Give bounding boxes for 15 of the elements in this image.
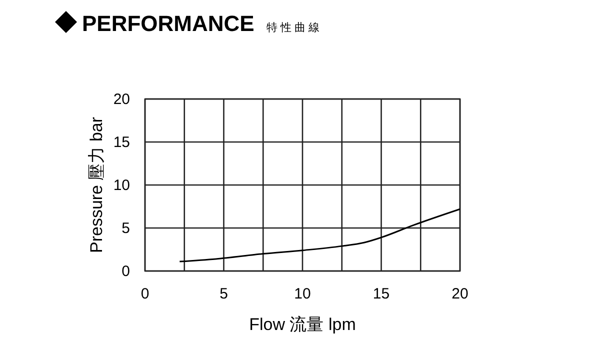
x-tick-label: 5 (220, 286, 228, 303)
x-axis-title: Flow 流量 lpm (249, 315, 356, 334)
y-tick-label: 5 (122, 220, 130, 237)
y-tick-label: 0 (122, 262, 130, 280)
chart-title: PERFORMANCE (82, 11, 254, 36)
chart-subtitle: 特性曲線 (266, 21, 322, 34)
y-tick-label: 10 (113, 176, 130, 194)
y-tick-label: 20 (113, 90, 130, 108)
x-tick-label: 15 (372, 286, 390, 303)
x-tick-label: 10 (294, 286, 311, 303)
x-tick-label: 0 (140, 286, 150, 303)
y-axis-title: Pressure 壓力 bar (87, 116, 106, 254)
x-tick-label: 20 (452, 286, 468, 303)
line-series (178, 208, 461, 262)
y-tick-label: 15 (113, 134, 130, 151)
